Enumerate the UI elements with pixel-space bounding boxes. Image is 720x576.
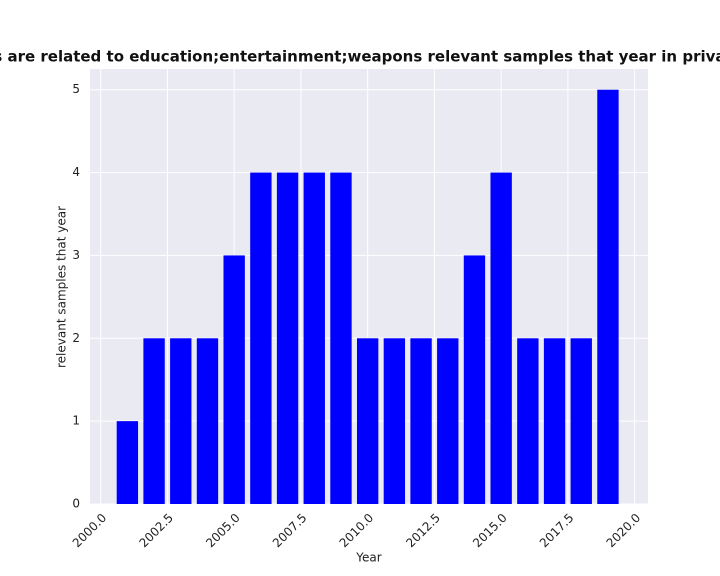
x-tick-label: 2002.5 <box>136 511 176 551</box>
bar <box>570 338 592 504</box>
bar <box>143 338 165 504</box>
y-tick-label: 1 <box>72 414 80 428</box>
bar <box>330 172 352 505</box>
x-tick-label: 2007.5 <box>270 511 310 551</box>
x-tick-label: 2020.0 <box>604 511 644 551</box>
bar <box>116 421 139 504</box>
x-tick-label: 2005.0 <box>203 511 243 551</box>
bar <box>356 338 379 504</box>
bar <box>250 172 272 505</box>
bar <box>410 338 432 504</box>
x-axis-label: Year <box>355 551 381 565</box>
y-tick-label: 3 <box>72 248 80 262</box>
bar <box>463 255 486 504</box>
bar <box>437 338 459 504</box>
bar <box>517 338 539 504</box>
bar <box>543 338 566 504</box>
y-tick-label: 0 <box>72 497 80 511</box>
y-tick-label: 2 <box>72 331 80 345</box>
bar <box>223 255 245 504</box>
bar <box>276 172 299 505</box>
bar <box>196 338 219 504</box>
y-tick-label: 4 <box>72 165 80 179</box>
y-tick-label: 5 <box>72 82 80 96</box>
y-axis-label: relevant samples that year <box>55 206 69 368</box>
x-tick-label: 2015.0 <box>470 511 510 551</box>
bar <box>490 172 512 505</box>
x-tick-label: 2017.5 <box>537 511 577 551</box>
x-tick-label: 2010.0 <box>337 511 377 551</box>
bar <box>303 172 325 505</box>
chart-title: gories are related to education;entertai… <box>0 48 720 66</box>
x-tick-label: 2000.0 <box>70 511 110 551</box>
bar <box>383 338 406 504</box>
x-tick-label: 2012.5 <box>403 511 443 551</box>
bar <box>170 338 192 504</box>
bar <box>597 89 619 504</box>
